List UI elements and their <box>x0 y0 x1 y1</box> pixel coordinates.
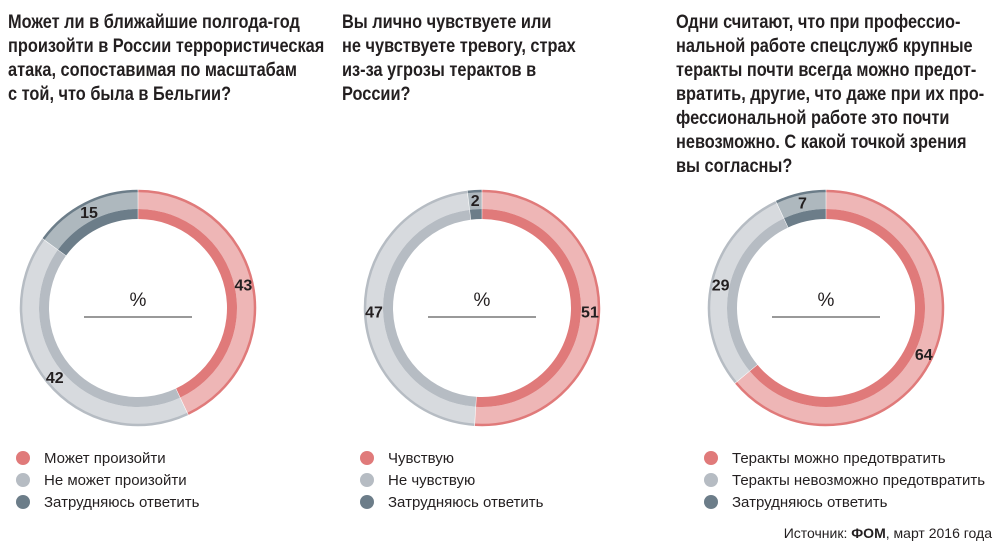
donut-slice <box>727 218 788 371</box>
chart-3-question: Одни считают, что при профессио- нальной… <box>676 12 985 177</box>
donut-slice-outer <box>474 191 599 425</box>
donut-slice-outer <box>467 191 482 210</box>
chart-1-legend: Может произойти Не может произойти Затру… <box>16 447 199 513</box>
donut-slice <box>784 209 826 228</box>
data-label: 47 <box>365 304 383 321</box>
legend-label: Затрудняюсь ответить <box>388 493 544 511</box>
legend-label: Может произойти <box>44 449 166 467</box>
donut-slice <box>138 209 238 398</box>
legend-swatch <box>16 451 30 465</box>
donut-slice-rim <box>467 189 482 194</box>
chart-3-donut: 64 29 7% <box>707 189 945 427</box>
donut-slice-rim <box>19 238 189 427</box>
legend-label: Чувствую <box>388 449 455 467</box>
legend-label: Затрудняюсь ответить <box>44 493 200 511</box>
data-label: 7 <box>798 196 807 213</box>
data-label: 42 <box>46 370 64 387</box>
donut-slice <box>469 209 482 220</box>
donut-slice-rim <box>42 189 138 240</box>
chart-1-donut: 43 42 15% <box>19 189 257 427</box>
chart-2-legend: Чувствую Не чувствую Затрудняюсь ответит… <box>360 447 543 513</box>
donut-slice-rim <box>707 201 777 384</box>
chart-2-question: Вы лично чувствуете или не чувствуете тр… <box>342 12 576 105</box>
legend-item: Может произойти <box>16 447 199 469</box>
data-label: 64 <box>915 347 933 364</box>
chart-3-legend: Теракты можно предотвратить Теракты нево… <box>704 447 985 513</box>
legend-swatch <box>704 495 718 509</box>
legend-swatch <box>704 473 718 487</box>
donut-slice <box>383 209 477 407</box>
legend-label: Не чувствую <box>388 471 476 489</box>
legend-swatch <box>360 473 374 487</box>
data-label: 15 <box>80 205 98 222</box>
legend-swatch <box>704 451 718 465</box>
donut-slice-outer <box>43 191 138 250</box>
donut-slice-outer <box>709 202 784 383</box>
source-prefix: Источник: <box>783 525 852 541</box>
donut-slice-outer <box>20 239 188 426</box>
donut-slice-rim <box>735 189 945 427</box>
donut-slice-rim <box>474 189 601 427</box>
data-label: 51 <box>581 304 599 321</box>
source-name: ФОМ <box>851 525 886 541</box>
donut-slice-rim <box>138 189 257 415</box>
donut-slice <box>749 209 925 407</box>
legend-item: Теракты можно предотвратить <box>704 447 985 469</box>
legend-label: Затрудняюсь ответить <box>732 493 888 511</box>
legend-label: Теракты можно предотвратить <box>732 449 946 467</box>
legend-swatch <box>360 495 374 509</box>
source-suffix: , март 2016 года <box>885 525 992 541</box>
donut-slice-rim <box>775 189 826 204</box>
legend-label: Не может произойти <box>44 471 187 489</box>
percent-label: % <box>130 290 147 311</box>
source-note: Источник: ФОМ, март 2016 года <box>784 525 992 541</box>
legend-swatch <box>16 473 30 487</box>
legend-item: Чувствую <box>360 447 543 469</box>
legend-item: Затрудняюсь ответить <box>360 491 543 513</box>
legend-item: Не чувствую <box>360 469 543 491</box>
donut-slice-rim <box>363 190 475 426</box>
donut-slice-outer <box>138 191 256 414</box>
donut-slice <box>58 209 138 256</box>
legend-label: Теракты невозможно предотвратить <box>732 471 986 489</box>
legend-item: Теракты невозможно предотвратить <box>704 469 985 491</box>
legend-item: Затрудняюсь ответить <box>16 491 199 513</box>
legend-swatch <box>360 451 374 465</box>
donut-slice-outer <box>364 191 476 425</box>
legend-item: Не может произойти <box>16 469 199 491</box>
data-label: 2 <box>471 193 480 210</box>
data-label: 43 <box>235 277 253 294</box>
donut-slice <box>38 250 180 407</box>
data-label: 29 <box>712 277 730 294</box>
percent-label: % <box>474 290 491 311</box>
percent-label: % <box>818 290 835 311</box>
legend-item: Затрудняюсь ответить <box>704 491 985 513</box>
chart-2-donut: 51 47 2% <box>363 189 601 427</box>
legend-swatch <box>16 495 30 509</box>
chart-1-question: Может ли в ближайшие полгода-год произой… <box>8 12 325 105</box>
